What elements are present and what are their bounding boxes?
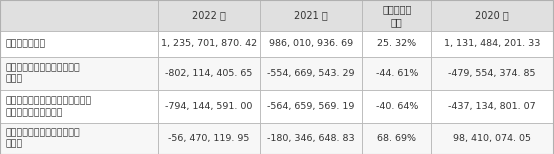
Bar	[362, 0, 432, 31]
Text: -554, 669, 543. 29: -554, 669, 543. 29	[268, 69, 355, 78]
Bar	[0, 57, 158, 90]
Bar	[158, 90, 260, 123]
Bar	[362, 31, 432, 57]
Bar	[158, 0, 260, 31]
Bar	[362, 90, 432, 123]
Bar	[432, 123, 553, 154]
Text: 归属于上市公司股东的扣除非经常
性损益的净利润（元）: 归属于上市公司股东的扣除非经常 性损益的净利润（元）	[6, 96, 92, 117]
Text: 本年比上年
增减: 本年比上年 增减	[382, 4, 412, 27]
Text: -794, 144, 591. 00: -794, 144, 591. 00	[165, 102, 253, 111]
Bar	[260, 31, 362, 57]
Bar	[260, 90, 362, 123]
Bar	[432, 57, 553, 90]
Bar	[158, 123, 260, 154]
Text: -44. 61%: -44. 61%	[376, 69, 418, 78]
Text: 营业收入（元）: 营业收入（元）	[6, 39, 46, 48]
Bar	[158, 57, 260, 90]
Text: -479, 554, 374. 85: -479, 554, 374. 85	[448, 69, 536, 78]
Text: 2022 年: 2022 年	[192, 10, 225, 20]
Text: -437, 134, 801. 07: -437, 134, 801. 07	[448, 102, 536, 111]
Text: 1, 131, 484, 201. 33: 1, 131, 484, 201. 33	[444, 39, 540, 48]
Bar	[260, 123, 362, 154]
Text: -564, 659, 569. 19: -564, 659, 569. 19	[268, 102, 355, 111]
Text: 2021 年: 2021 年	[294, 10, 328, 20]
Bar	[432, 0, 553, 31]
Text: 98, 410, 074. 05: 98, 410, 074. 05	[453, 134, 531, 143]
Text: -180, 346, 648. 83: -180, 346, 648. 83	[267, 134, 355, 143]
Text: 25. 32%: 25. 32%	[377, 39, 417, 48]
Bar	[0, 0, 158, 31]
Text: 1, 235, 701, 870. 42: 1, 235, 701, 870. 42	[161, 39, 257, 48]
Text: -56, 470, 119. 95: -56, 470, 119. 95	[168, 134, 249, 143]
Bar	[260, 57, 362, 90]
Text: 68. 69%: 68. 69%	[377, 134, 416, 143]
Bar	[0, 123, 158, 154]
Bar	[362, 57, 432, 90]
Text: -40. 64%: -40. 64%	[376, 102, 418, 111]
Bar	[432, 90, 553, 123]
Text: 经营活动产生的现金流量净额
（元）: 经营活动产生的现金流量净额 （元）	[6, 128, 80, 149]
Bar	[0, 90, 158, 123]
Text: 归属于上市公司股东的净利润
（元）: 归属于上市公司股东的净利润 （元）	[6, 63, 80, 84]
Text: 986, 010, 936. 69: 986, 010, 936. 69	[269, 39, 353, 48]
Text: -802, 114, 405. 65: -802, 114, 405. 65	[165, 69, 253, 78]
Bar	[432, 31, 553, 57]
Text: 2020 年: 2020 年	[475, 10, 509, 20]
Bar	[260, 0, 362, 31]
Bar	[0, 31, 158, 57]
Bar	[362, 123, 432, 154]
Bar	[158, 31, 260, 57]
